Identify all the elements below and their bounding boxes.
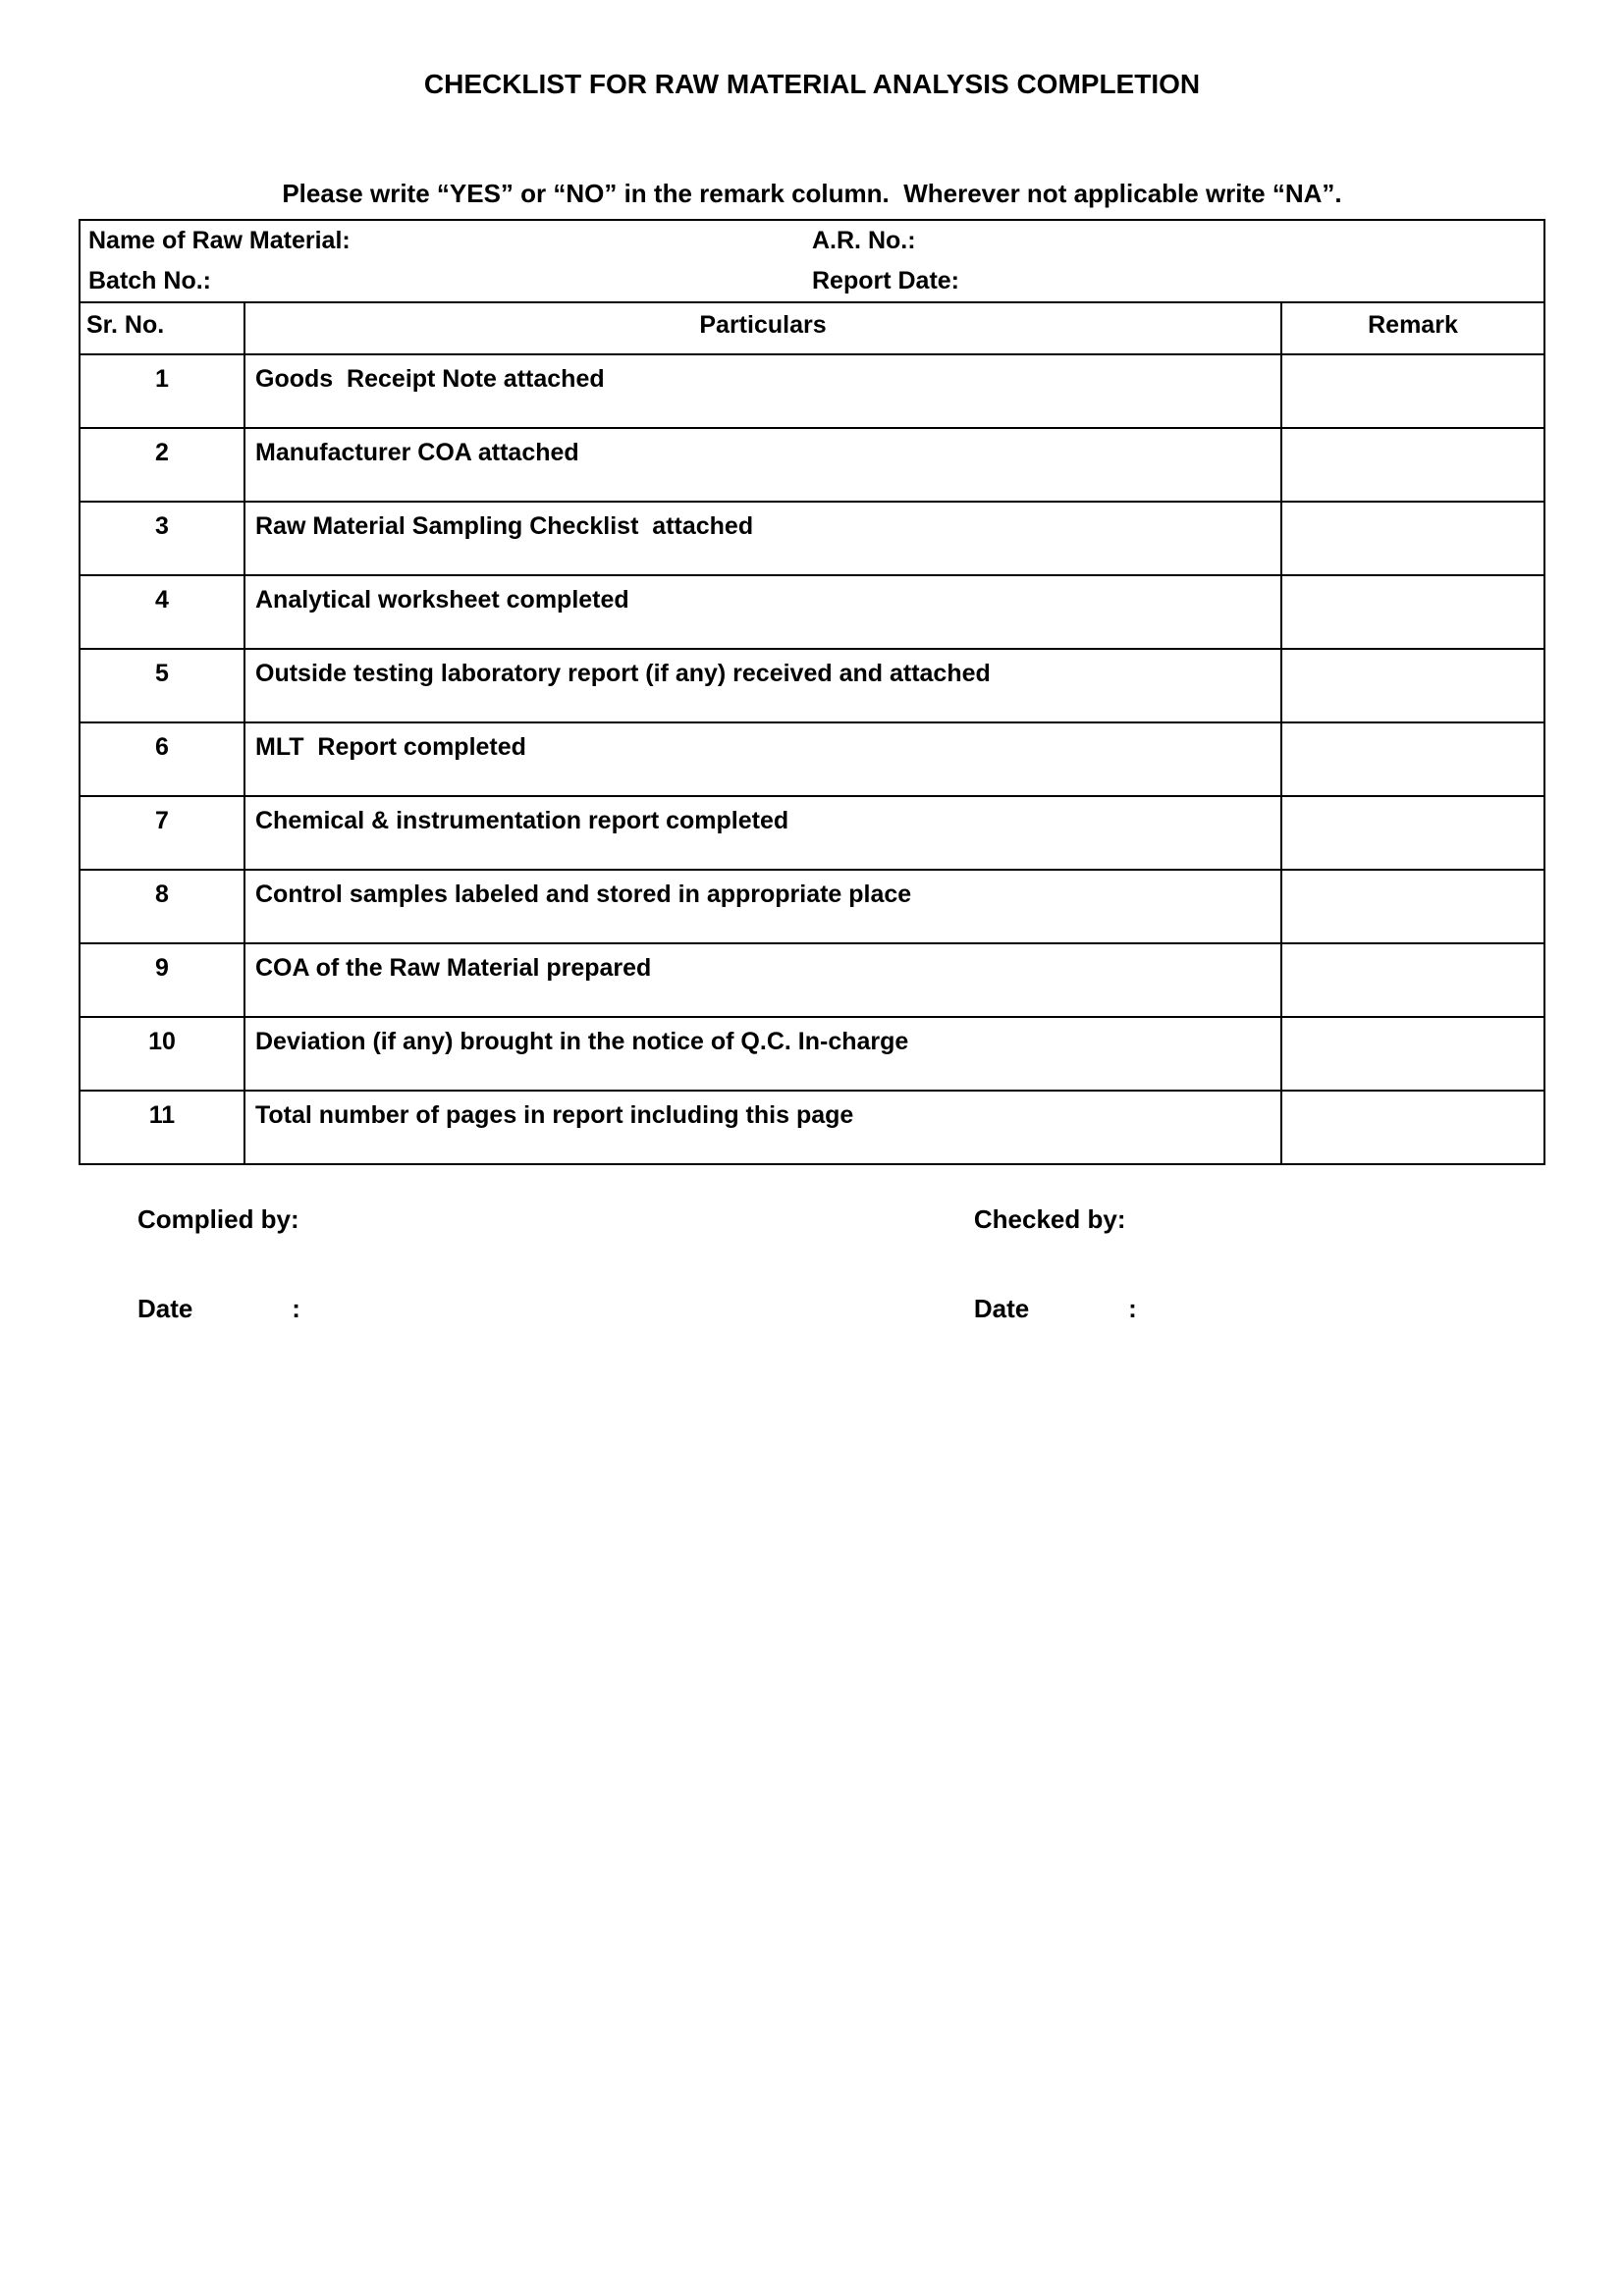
col-header-sr: Sr. No. [80,302,244,354]
checked-by-label: Checked by: [974,1204,1487,1235]
table-row: 2 Manufacturer COA attached [80,428,1544,502]
signatures-block: Complied by: Checked by: Date : Date : [79,1204,1545,1324]
table-row: 4 Analytical worksheet completed [80,575,1544,649]
table-column-header-row: Sr. No. Particulars Remark [80,302,1544,354]
report-date-label: Report Date: [812,267,1536,295]
date-right: Date : [974,1294,1487,1324]
cell-remark[interactable] [1281,428,1544,502]
cell-sr: 1 [80,354,244,428]
date-left-label: Date [137,1294,285,1324]
name-of-raw-material-label: Name of Raw Material: [88,227,812,255]
cell-particulars: Chemical & instrumentation report comple… [244,796,1281,870]
signature-row-names: Complied by: Checked by: [137,1204,1487,1235]
cell-sr: 8 [80,870,244,943]
table-row: 11 Total number of pages in report inclu… [80,1091,1544,1164]
cell-sr: 10 [80,1017,244,1091]
table-row: 5 Outside testing laboratory report (if … [80,649,1544,722]
table-row: 9 COA of the Raw Material prepared [80,943,1544,1017]
cell-particulars: Goods Receipt Note attached [244,354,1281,428]
cell-particulars: MLT Report completed [244,722,1281,796]
cell-particulars: COA of the Raw Material prepared [244,943,1281,1017]
cell-sr: 5 [80,649,244,722]
table-header-info-row-1: Name of Raw Material: A.R. No.: [80,220,1544,261]
table-row: 3 Raw Material Sampling Checklist attach… [80,502,1544,575]
cell-sr: 6 [80,722,244,796]
table-row: 10 Deviation (if any) brought in the not… [80,1017,1544,1091]
cell-remark[interactable] [1281,1091,1544,1164]
cell-remark[interactable] [1281,575,1544,649]
signature-row-dates: Date : Date : [137,1294,1487,1324]
complied-by-label: Complied by: [137,1204,974,1235]
cell-sr: 3 [80,502,244,575]
checklist-table: Name of Raw Material: A.R. No.: Batch No… [79,219,1545,1165]
cell-particulars: Outside testing laboratory report (if an… [244,649,1281,722]
date-right-label: Date [974,1294,1121,1324]
cell-sr: 4 [80,575,244,649]
date-left-colon: : [292,1294,300,1323]
cell-particulars: Total number of pages in report includin… [244,1091,1281,1164]
col-header-remark: Remark [1281,302,1544,354]
instruction-text: Please write “YES” or “NO” in the remark… [79,179,1545,209]
cell-sr: 11 [80,1091,244,1164]
ar-no-label: A.R. No.: [812,227,1536,255]
cell-particulars: Control samples labeled and stored in ap… [244,870,1281,943]
cell-particulars: Manufacturer COA attached [244,428,1281,502]
cell-remark[interactable] [1281,502,1544,575]
cell-particulars: Raw Material Sampling Checklist attached [244,502,1281,575]
cell-remark[interactable] [1281,649,1544,722]
table-row: 8 Control samples labeled and stored in … [80,870,1544,943]
cell-remark[interactable] [1281,943,1544,1017]
table-header-info-row-2: Batch No.: Report Date: [80,261,1544,302]
cell-sr: 2 [80,428,244,502]
cell-sr: 9 [80,943,244,1017]
table-row: 1 Goods Receipt Note attached [80,354,1544,428]
cell-particulars: Analytical worksheet completed [244,575,1281,649]
date-right-colon: : [1128,1294,1137,1323]
col-header-particulars: Particulars [244,302,1281,354]
cell-remark[interactable] [1281,722,1544,796]
cell-remark[interactable] [1281,870,1544,943]
cell-remark[interactable] [1281,354,1544,428]
cell-remark[interactable] [1281,1017,1544,1091]
page-title: CHECKLIST FOR RAW MATERIAL ANALYSIS COMP… [79,69,1545,100]
date-left: Date : [137,1294,974,1324]
cell-sr: 7 [80,796,244,870]
table-row: 7 Chemical & instrumentation report comp… [80,796,1544,870]
cell-particulars: Deviation (if any) brought in the notice… [244,1017,1281,1091]
batch-no-label: Batch No.: [88,267,812,295]
document-page: CHECKLIST FOR RAW MATERIAL ANALYSIS COMP… [0,0,1624,2296]
table-row: 6 MLT Report completed [80,722,1544,796]
cell-remark[interactable] [1281,796,1544,870]
